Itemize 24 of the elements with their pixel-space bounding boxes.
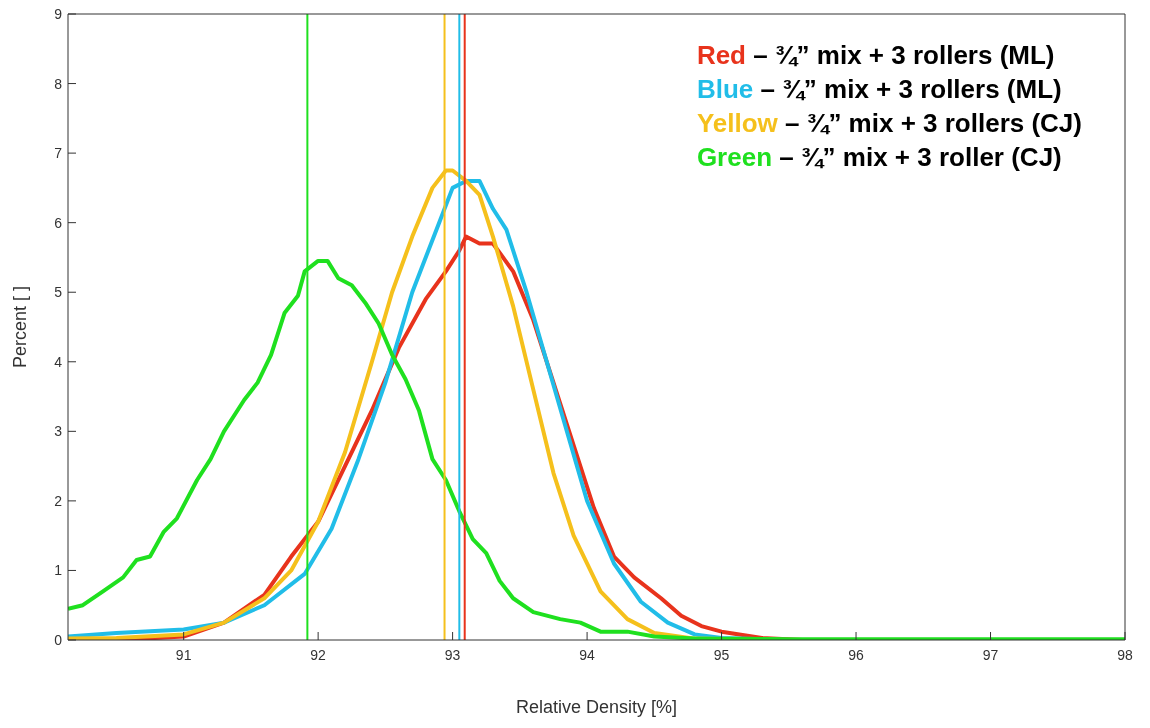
text: Green – ¾” mix + 3 roller (CJ) xyxy=(696,142,1062,172)
y-tick-label: 7 xyxy=(54,145,63,162)
y-tick-label: 9 xyxy=(54,5,63,22)
x-tick-label: 94 xyxy=(579,646,596,663)
x-tick-label: 95 xyxy=(713,646,730,663)
y-tick-label: 0 xyxy=(54,631,63,648)
text: Blue – ¾” mix + 3 rollers (ML) xyxy=(696,74,1062,104)
x-tick-label: 96 xyxy=(848,646,865,663)
y-tick-label: 8 xyxy=(54,75,63,92)
y-tick-label: 4 xyxy=(54,353,63,370)
y-axis-title: Percent [ ] xyxy=(10,285,31,369)
x-axis-title: Relative Density [%] xyxy=(515,696,678,717)
x-tick-label: 93 xyxy=(444,646,461,663)
x-tick-label: 91 xyxy=(175,646,192,663)
x-tick-label: 97 xyxy=(982,646,999,663)
y-tick-label: 5 xyxy=(54,284,63,301)
y-tick-label: 2 xyxy=(54,492,63,509)
y-tick-label: 1 xyxy=(54,562,63,579)
text: Red – ¾” mix + 3 rollers (ML) xyxy=(696,40,1055,70)
x-tick-label: 98 xyxy=(1117,646,1133,663)
text: Yellow – ¾” mix + 3 rollers (CJ) xyxy=(696,108,1082,138)
y-tick-label: 3 xyxy=(54,423,63,440)
y-tick-label: 6 xyxy=(54,214,63,231)
x-tick-label: 92 xyxy=(310,646,327,663)
